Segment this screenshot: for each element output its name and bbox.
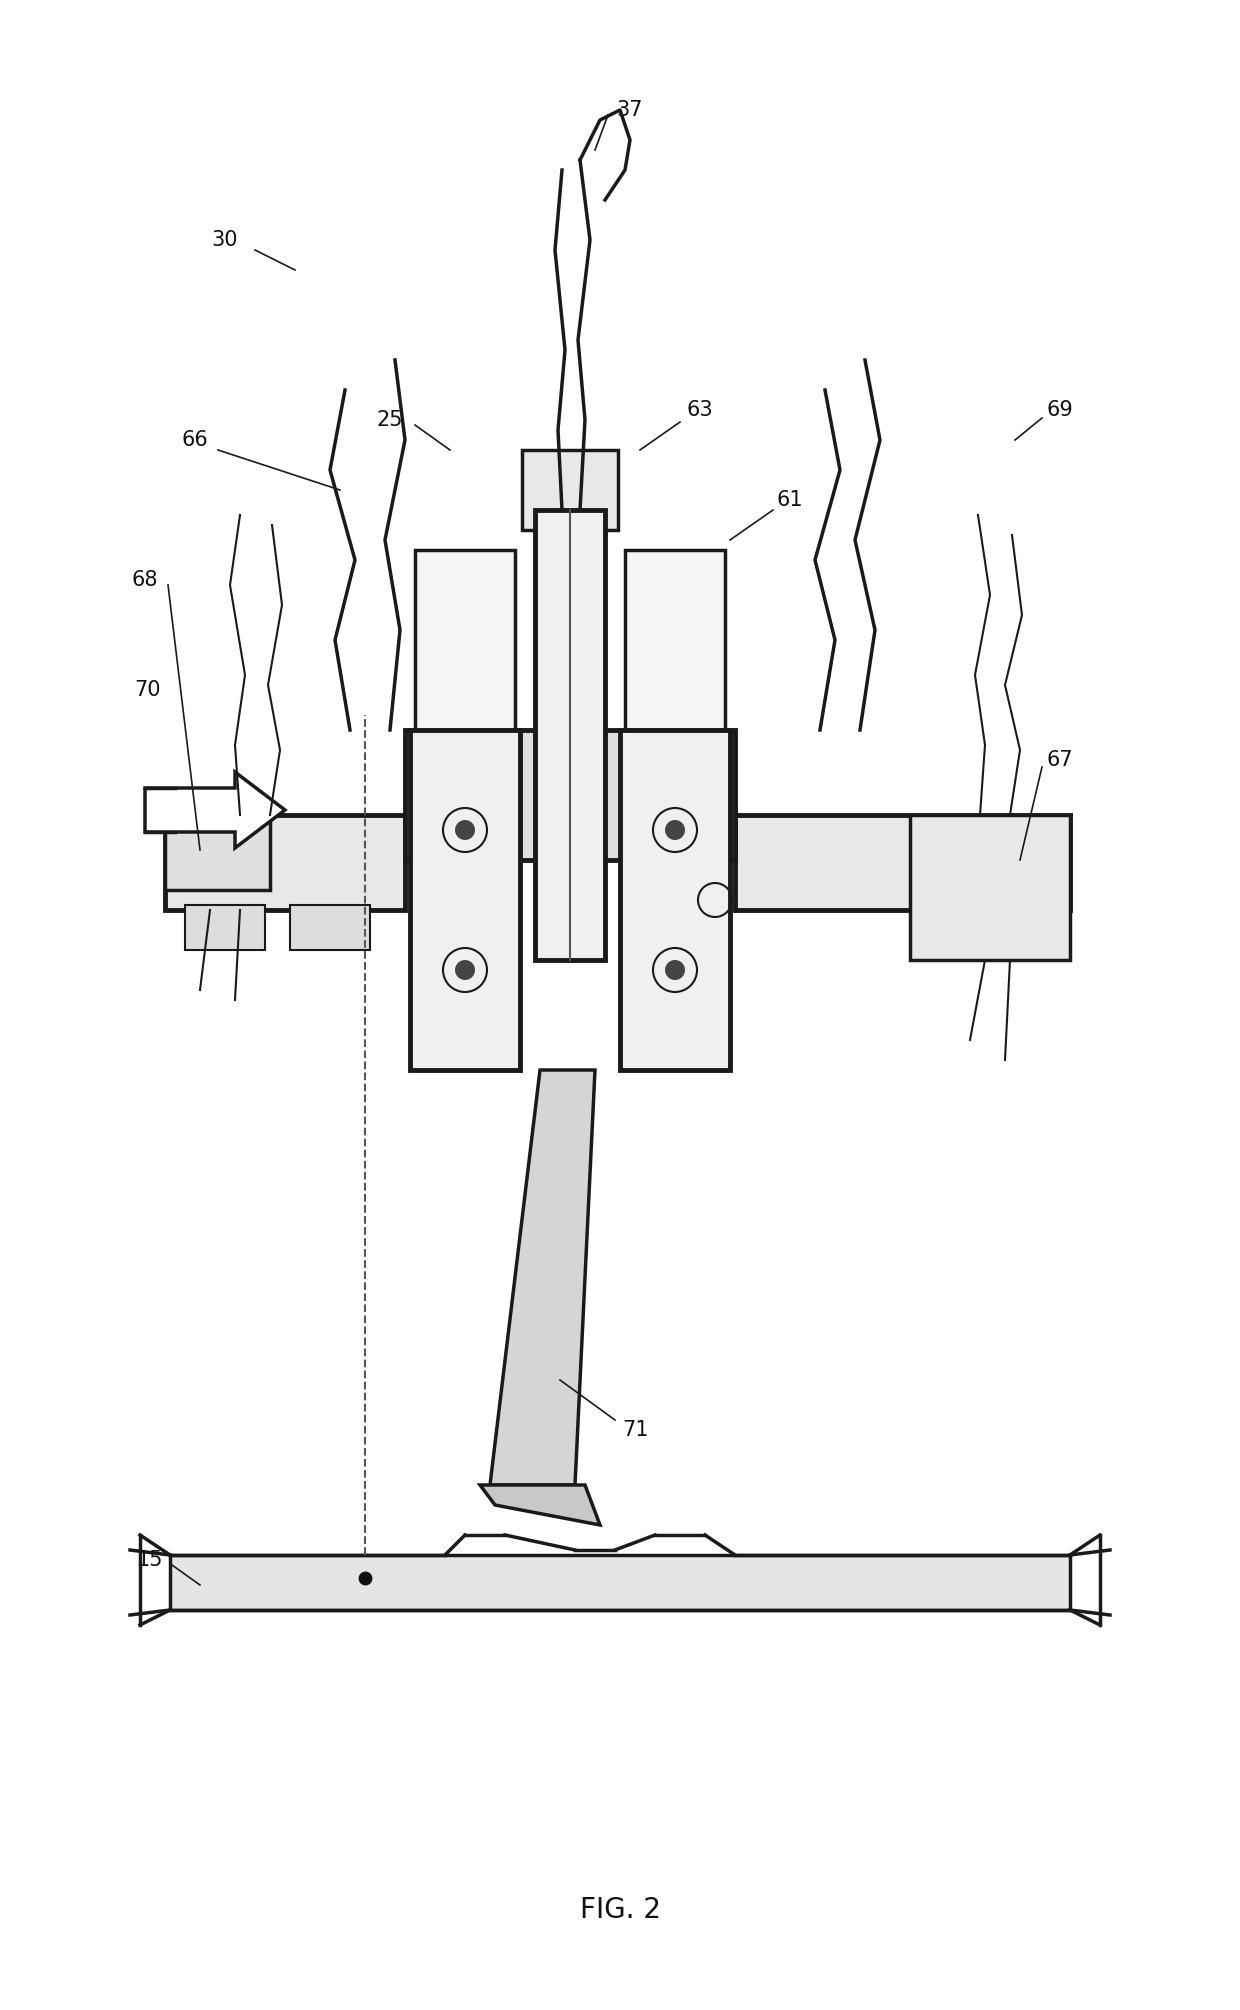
Bar — [415, 551, 515, 730]
Text: 61: 61 — [776, 490, 804, 511]
Text: FIG. 2: FIG. 2 — [579, 1895, 661, 1924]
Text: 70: 70 — [135, 679, 161, 699]
Text: 66: 66 — [181, 430, 208, 450]
Polygon shape — [145, 772, 285, 848]
Circle shape — [455, 961, 475, 981]
Bar — [170, 1556, 1070, 1610]
Bar — [290, 904, 370, 951]
Text: 68: 68 — [131, 571, 159, 591]
Bar — [165, 814, 405, 911]
Text: 63: 63 — [687, 400, 713, 420]
Text: 69: 69 — [1047, 400, 1074, 420]
Circle shape — [455, 820, 475, 840]
Bar — [410, 730, 520, 1069]
Text: 71: 71 — [621, 1419, 649, 1439]
Bar — [405, 730, 735, 860]
Text: 37: 37 — [616, 100, 644, 121]
Bar — [910, 814, 1070, 961]
Text: 25: 25 — [377, 410, 403, 430]
Text: 67: 67 — [1047, 750, 1074, 770]
Text: 30: 30 — [212, 229, 238, 249]
Circle shape — [665, 961, 684, 981]
Polygon shape — [480, 1485, 600, 1526]
Bar — [735, 814, 1070, 911]
Polygon shape — [490, 1069, 595, 1485]
Bar — [620, 730, 730, 1069]
Bar — [534, 511, 605, 961]
Bar — [522, 450, 618, 531]
Bar — [625, 551, 725, 730]
Text: 15: 15 — [136, 1550, 164, 1570]
Circle shape — [665, 820, 684, 840]
Bar — [185, 904, 265, 951]
Bar — [165, 814, 270, 890]
